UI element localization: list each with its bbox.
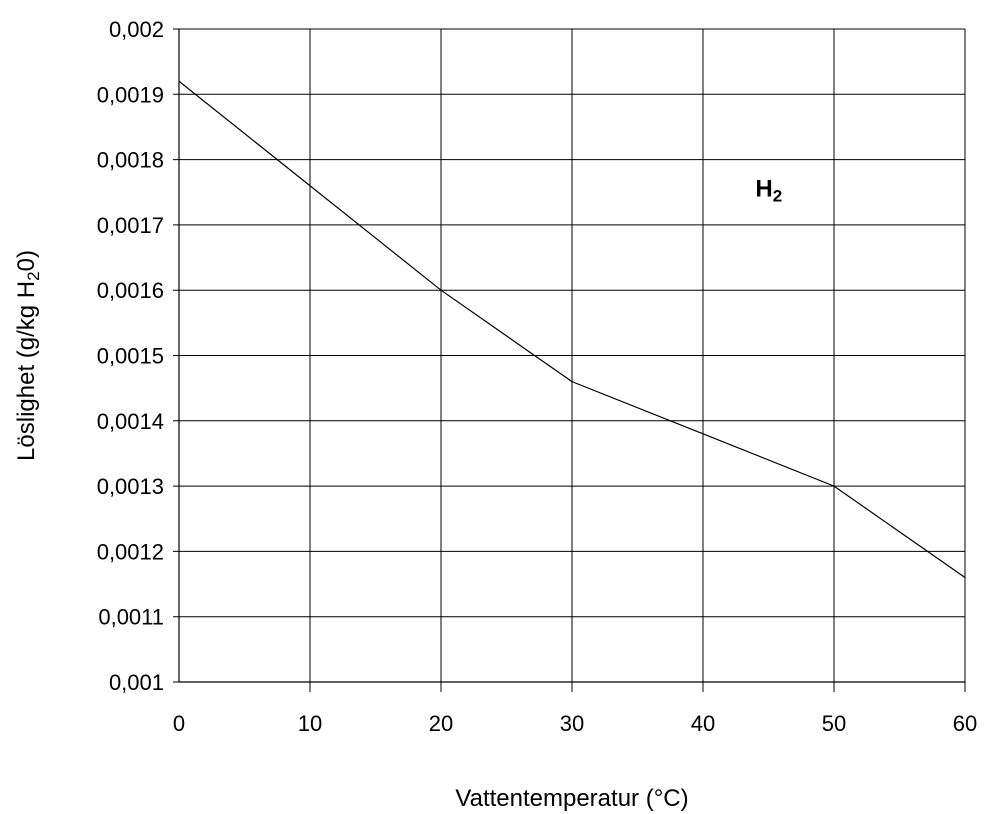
- x-tick-label: 30: [560, 711, 584, 736]
- y-tick-label: 0,0019: [97, 82, 164, 107]
- y-tick-label: 0,0017: [97, 213, 164, 238]
- x-tick-label: 0: [173, 711, 185, 736]
- x-axis-title: Vattentemperatur (°C): [455, 785, 688, 812]
- y-tick-label: 0,0013: [97, 474, 164, 499]
- y-tick-labels: 0,001 0,0011 0,0012 0,0013 0,0014 0,0015 0,001…: [97, 17, 164, 695]
- y-tick-label: 0,0018: [97, 148, 164, 173]
- y-tick-label: 0,001: [109, 670, 164, 695]
- x-tick-label: 10: [298, 711, 322, 736]
- x-tick-label: 50: [822, 711, 846, 736]
- vertical-gridlines: [309, 29, 966, 692]
- y-tick-label: 0,0014: [97, 409, 164, 434]
- y-tick-label: 0,0011: [98, 605, 164, 630]
- chart-annotation-h2: H2: [755, 175, 782, 205]
- x-tick-labels: 0 10 20 30 40 50 60: [173, 711, 977, 736]
- y-tick-label: 0,0016: [97, 278, 164, 303]
- horizontal-gridlines: [173, 28, 965, 683]
- y-axis-title: Löslighet (g/kg H20): [13, 250, 43, 461]
- y-tick-label: 0,0012: [97, 539, 164, 564]
- series-line: [178, 80, 966, 579]
- x-tick-label: 60: [953, 711, 977, 736]
- y-tick-label: 0,0015: [97, 344, 164, 369]
- y-tick-label: 0,002: [109, 17, 164, 42]
- x-tick-label: 20: [429, 711, 453, 736]
- x-tick-label: 40: [691, 711, 715, 736]
